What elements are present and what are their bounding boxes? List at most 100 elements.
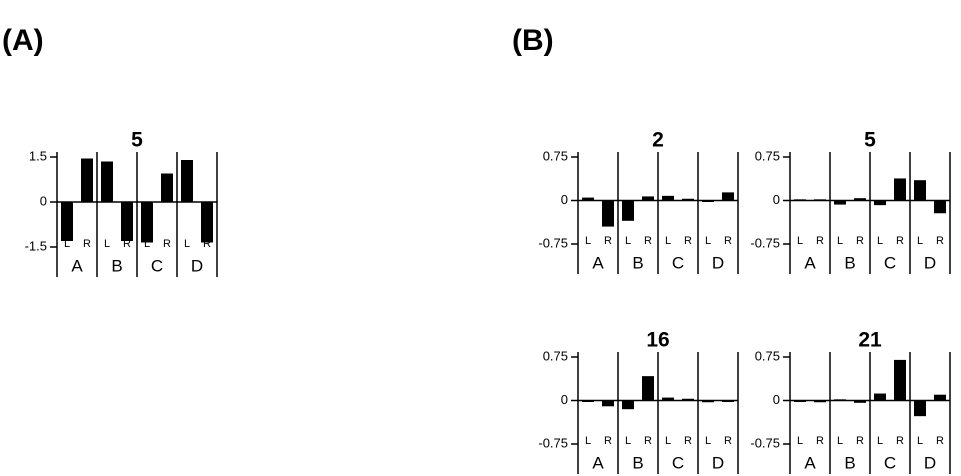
x-tick-label: L	[625, 435, 631, 447]
bar	[874, 393, 886, 401]
bar	[914, 180, 926, 201]
group-label: D	[712, 253, 724, 272]
chart-title: 5	[864, 129, 876, 152]
x-tick-label: R	[896, 235, 904, 247]
bar	[61, 202, 73, 241]
bar	[934, 200, 946, 214]
y-tick-label: 0.75	[543, 148, 568, 163]
group-label: C	[151, 256, 163, 275]
bar	[582, 400, 594, 402]
x-tick-label: L	[837, 235, 843, 247]
x-tick-label: L	[144, 238, 150, 250]
bar	[582, 197, 594, 201]
bar	[894, 178, 906, 201]
group-label: A	[71, 256, 83, 275]
panel-label: (A)	[2, 24, 44, 57]
x-tick-label: L	[837, 435, 843, 447]
group-label: C	[884, 453, 896, 472]
bar	[662, 397, 674, 401]
x-tick-label: R	[644, 235, 652, 247]
x-tick-label: R	[83, 238, 91, 250]
x-tick-label: R	[724, 235, 732, 247]
x-tick-label: R	[724, 435, 732, 447]
bar	[814, 400, 826, 403]
group-label: D	[924, 253, 936, 272]
panel-label: (B)	[512, 24, 554, 57]
y-tick-label: -0.75	[538, 235, 568, 250]
bar	[602, 200, 614, 227]
y-tick-label: 1.5	[29, 148, 47, 163]
group-label: B	[632, 253, 643, 272]
chart-title: 5	[131, 129, 143, 152]
bar	[834, 399, 846, 401]
chart-title: 2	[652, 129, 664, 152]
x-tick-label: R	[203, 238, 211, 250]
bar	[682, 198, 694, 201]
bar	[814, 199, 826, 201]
bar	[702, 400, 714, 403]
x-tick-label: L	[585, 435, 591, 447]
x-tick-label: R	[816, 435, 824, 447]
x-tick-label: L	[705, 435, 711, 447]
x-tick-label: R	[936, 235, 944, 247]
chart-title: 21	[858, 329, 882, 352]
group-label: C	[884, 253, 896, 272]
y-tick-label: 0	[40, 193, 47, 208]
x-tick-label: L	[877, 435, 883, 447]
x-tick-label: R	[644, 435, 652, 447]
bar	[181, 160, 193, 202]
y-tick-label: 0.75	[543, 348, 568, 363]
group-label: B	[844, 253, 855, 272]
y-tick-label: 0.75	[755, 148, 780, 163]
bar	[121, 202, 133, 241]
chart-title: 16	[646, 329, 669, 352]
x-tick-label: L	[877, 235, 883, 247]
bar	[914, 400, 926, 417]
group-label: B	[111, 256, 122, 275]
group-label: A	[592, 453, 604, 472]
bar	[201, 202, 213, 243]
y-tick-label: -0.75	[750, 235, 780, 250]
y-tick-label: 0.75	[755, 348, 780, 363]
group-label: A	[592, 253, 604, 272]
bar	[854, 198, 866, 201]
bar	[161, 173, 173, 202]
x-tick-label: L	[64, 238, 70, 250]
group-label: C	[672, 453, 684, 472]
bar	[622, 200, 634, 221]
bar	[834, 200, 846, 205]
bar	[141, 202, 153, 243]
bar	[722, 400, 734, 402]
x-tick-label: R	[684, 235, 692, 247]
x-tick-label: L	[917, 235, 923, 247]
bar	[702, 200, 714, 202]
x-tick-label: R	[163, 238, 171, 250]
x-tick-label: R	[684, 435, 692, 447]
x-tick-label: L	[705, 235, 711, 247]
bar	[101, 161, 113, 202]
x-tick-label: L	[665, 235, 671, 247]
group-label: A	[804, 253, 816, 272]
x-tick-label: R	[604, 235, 612, 247]
bar	[662, 195, 674, 201]
y-tick-label: -0.75	[538, 435, 568, 450]
group-label: D	[191, 256, 203, 275]
x-tick-label: R	[123, 238, 131, 250]
bar	[642, 196, 654, 201]
x-tick-label: R	[604, 435, 612, 447]
x-tick-label: L	[917, 435, 923, 447]
bar	[642, 376, 654, 401]
group-label: B	[632, 453, 643, 472]
x-tick-label: R	[816, 235, 824, 247]
bar	[894, 359, 906, 401]
bar	[794, 400, 806, 402]
y-tick-label: 0	[773, 192, 780, 207]
x-tick-label: R	[856, 235, 864, 247]
bar	[874, 200, 886, 206]
x-tick-label: L	[625, 235, 631, 247]
x-tick-label: L	[184, 238, 190, 250]
bar	[722, 192, 734, 201]
group-label: D	[712, 453, 724, 472]
x-tick-label: L	[585, 235, 591, 247]
